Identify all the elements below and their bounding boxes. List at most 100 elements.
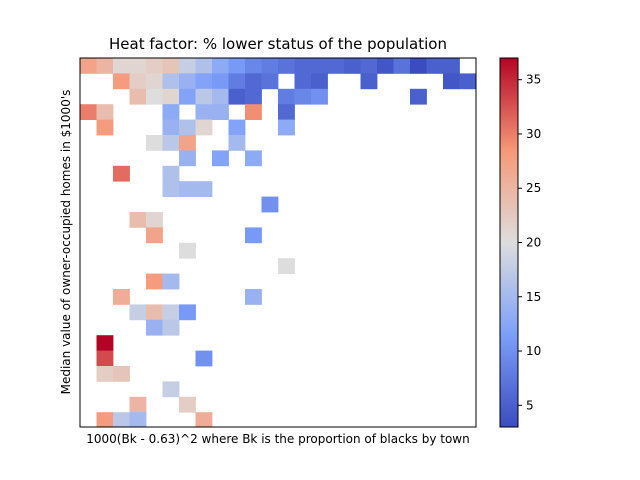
heatmap-cells (80, 58, 477, 428)
heatmap-cell (96, 366, 114, 382)
heatmap-cell (179, 304, 196, 321)
heatmap-cell (96, 350, 114, 367)
heatmap-cell (261, 196, 279, 213)
heatmap-cell (393, 58, 411, 74)
heatmap-cell (80, 58, 97, 74)
heatmap-cell (426, 58, 444, 74)
heatmap-cell (311, 73, 328, 90)
heatmap-cell (179, 135, 196, 151)
heatmap-cell (212, 104, 229, 120)
heatmap-cell (195, 350, 213, 367)
heatmap-cell (294, 58, 312, 74)
heatmap-cell (344, 58, 361, 74)
heatmap-cell (245, 104, 262, 120)
heatmap-cell (80, 104, 97, 120)
heatmap-cell (410, 58, 427, 74)
heatmap-cell (129, 73, 147, 90)
colorbar-tick-label: 25 (526, 181, 541, 195)
heatmap-cell (360, 73, 378, 90)
heatmap-cell (195, 181, 213, 197)
heatmap-cell (113, 73, 130, 90)
heatmap-cell (162, 304, 180, 321)
heatmap-cell (146, 319, 163, 336)
chart-title: Heat factor: % lower status of the popul… (109, 35, 447, 53)
heatmap-cell (245, 88, 262, 105)
colorbar-tick-label: 20 (526, 236, 541, 250)
heatmap-cell (278, 104, 295, 120)
heatmap-cell (245, 73, 262, 90)
heatmap-cell (113, 366, 130, 382)
heatmap-cell (96, 412, 114, 428)
heatmap-cell (129, 88, 147, 105)
heatmap-cell (146, 88, 163, 105)
heatmap-cell (113, 289, 130, 305)
heatmap-cell (179, 58, 196, 74)
heatmap-cell (311, 88, 328, 105)
heatmap-cell (162, 319, 180, 336)
heatmap-cell (212, 150, 229, 167)
x-axis-label: 1000(Bk - 0.63)^2 where Bk is the propor… (86, 432, 469, 446)
heatmap-cell (129, 304, 147, 321)
heatmap-cell (228, 58, 246, 74)
heatmap-cell (162, 381, 180, 398)
heatmap-cell (179, 181, 196, 197)
heatmap-cell (261, 58, 279, 74)
heatmap-cell (245, 289, 262, 305)
heatmap-cell (146, 135, 163, 151)
colorbar-ticks: 5 10 15 20 25 30 35 (518, 73, 541, 412)
colorbar-tick-label: 30 (526, 127, 541, 141)
heatmap-cell (294, 73, 312, 90)
heatmap-cell (195, 73, 213, 90)
heatmap-cell (212, 73, 229, 90)
heatmap-cell (195, 104, 213, 120)
heatmap-cell (113, 412, 130, 428)
heatmap-cell (228, 135, 246, 151)
heatmap-cell (129, 58, 147, 74)
y-axis-label: Median value of owner-occupied homes in … (59, 90, 73, 395)
heatmap-cell (146, 58, 163, 74)
heatmap-cell (179, 119, 196, 136)
heatmap-cell (377, 58, 394, 74)
heatmap-cell (443, 73, 460, 90)
heatmap-cell (113, 165, 130, 182)
heatmap-cell (96, 119, 114, 136)
heatmap-cell (162, 181, 180, 197)
heatmap-cell (195, 88, 213, 105)
heatmap-cell (179, 150, 196, 167)
heatmap-cell (96, 104, 114, 120)
heatmap-cell (410, 88, 427, 105)
heatmap-cell (129, 396, 147, 413)
heatmap-cell (96, 335, 114, 351)
heatmap-cell (443, 58, 460, 74)
heatmap-cell (195, 119, 213, 136)
heatmap-cell (278, 58, 295, 74)
colorbar-tick-label: 5 (526, 398, 534, 412)
heatmap-cell (360, 58, 378, 74)
heatmap-cell (179, 88, 196, 105)
heatmap-cell (146, 212, 163, 228)
heatmap-cell (162, 165, 180, 182)
heatmap-cell (162, 73, 180, 90)
heatmap-cell (195, 58, 213, 74)
colorbar (499, 57, 519, 428)
heatmap-cell (278, 119, 295, 136)
heatmap-cell (228, 73, 246, 90)
heatmap-cell (146, 304, 163, 321)
heatmap-cell (179, 73, 196, 90)
heatmap-cell (311, 58, 328, 74)
heatmap-cell (146, 73, 163, 90)
heatmap-cell (245, 227, 262, 244)
heatmap-cell (146, 273, 163, 290)
heatmap-cell (179, 396, 196, 413)
heatmap-cell (212, 58, 229, 74)
heatmap-cell (162, 119, 180, 136)
heatmap-cell (129, 212, 147, 228)
heatmap-cell (278, 88, 295, 105)
heatmap-cell (327, 58, 345, 74)
heatmap-cell (278, 258, 295, 274)
heatmap-cell (146, 227, 163, 244)
heatmap-cell (195, 412, 213, 428)
heatmap-cell (261, 73, 279, 90)
heatmap-cell (459, 73, 477, 90)
